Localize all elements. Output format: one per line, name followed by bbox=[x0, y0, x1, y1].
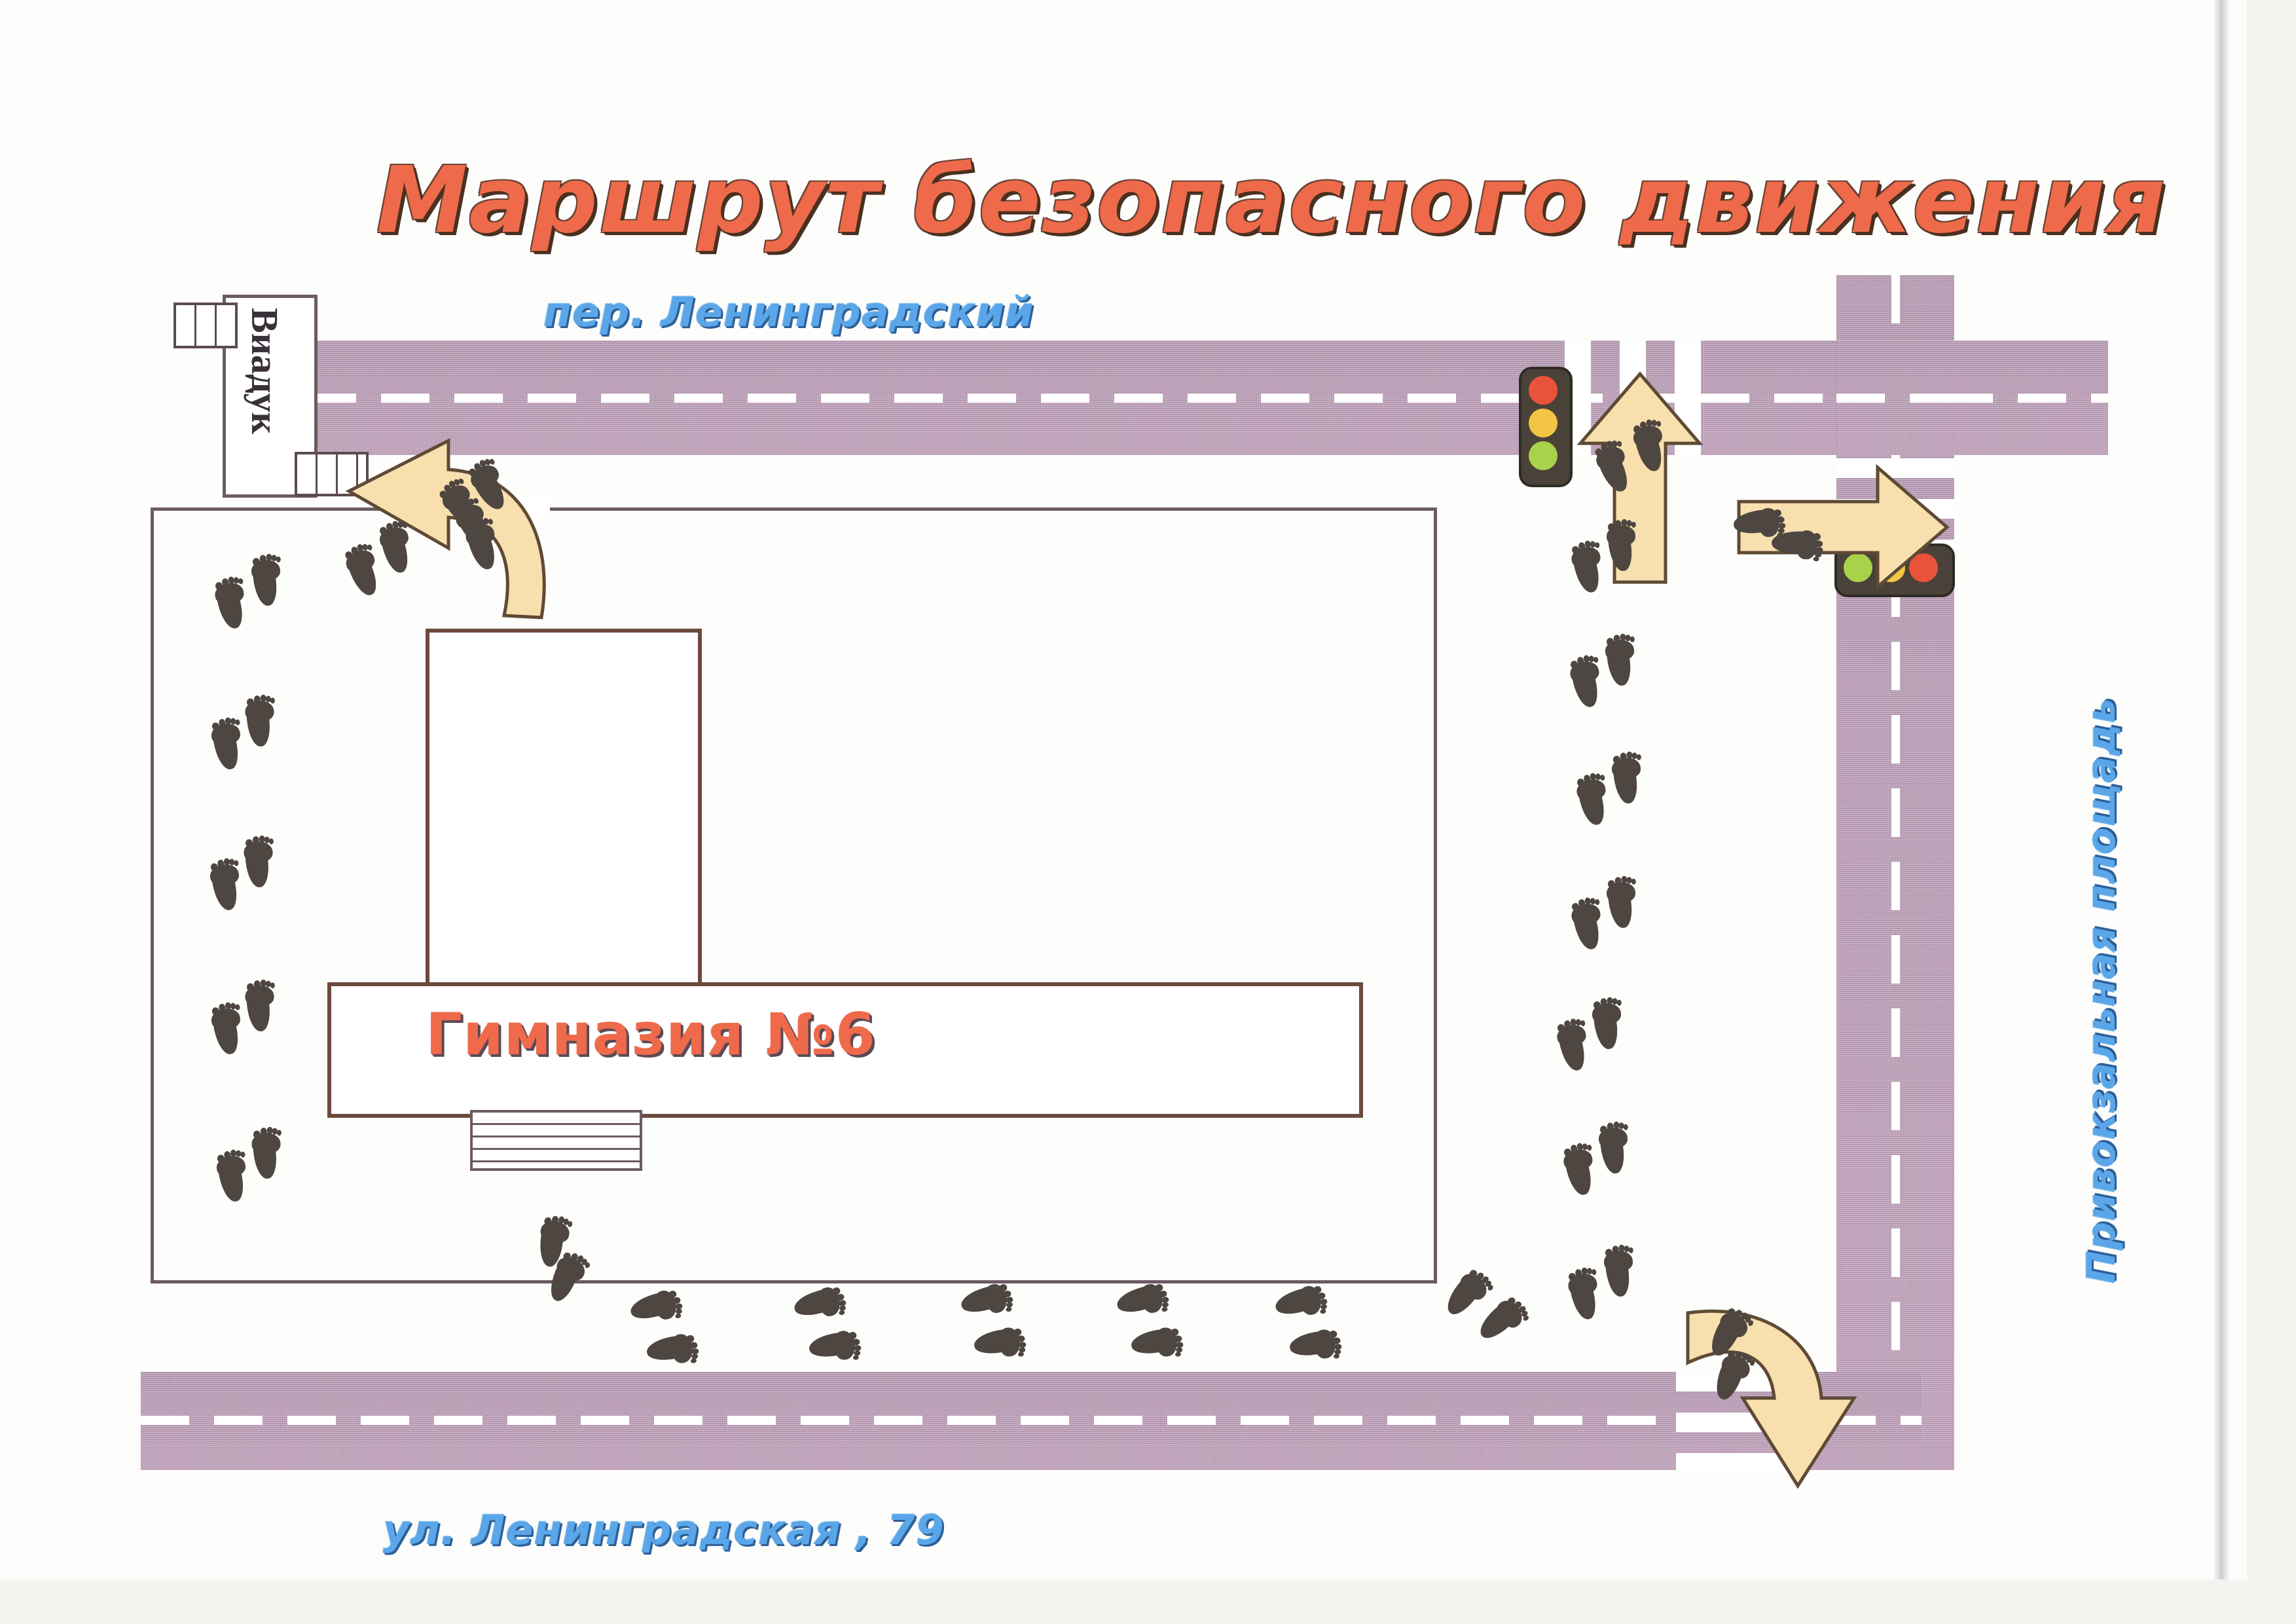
viaduct-label: Виадук bbox=[244, 308, 286, 434]
paper-right-edge bbox=[2247, 0, 2296, 1624]
street-label-top: пер. Ленинградский bbox=[543, 288, 1034, 336]
road-bottom-centerline bbox=[141, 1416, 1922, 1425]
school-label: Гимназия №6 bbox=[426, 1001, 876, 1068]
footprint-right bbox=[1572, 770, 1615, 830]
footprint-bottom bbox=[1286, 1326, 1344, 1365]
traffic-light-vertical bbox=[1519, 367, 1573, 487]
footprint-bottom bbox=[1270, 1281, 1331, 1325]
footprint-right bbox=[1595, 1120, 1633, 1177]
page-title: Маршрут безопасного движения bbox=[376, 147, 2167, 254]
paper-bottom-edge bbox=[0, 1579, 2296, 1624]
footprint-left bbox=[249, 1126, 285, 1182]
traffic-light-lamp-yellow bbox=[1529, 409, 1558, 437]
footprint-right bbox=[1589, 995, 1627, 1052]
traffic-light-lamp-green-2 bbox=[1844, 553, 1872, 582]
scan-crease bbox=[2213, 0, 2230, 1624]
footprint-right bbox=[1609, 750, 1647, 807]
traffic-light-lamp-red bbox=[1529, 376, 1558, 405]
footprint-bottom bbox=[1127, 1324, 1186, 1363]
street-label-right: Привокзальная площадь bbox=[2079, 697, 2124, 1283]
school-entrance-steps bbox=[470, 1110, 642, 1171]
footprint-right bbox=[1565, 652, 1609, 712]
footprint-on-arrow-right bbox=[1768, 526, 1825, 564]
footprint-right bbox=[1602, 632, 1640, 689]
intersection-centerline bbox=[1836, 394, 1954, 403]
traffic-light-lamp-green bbox=[1529, 441, 1558, 470]
footprint-right bbox=[1601, 1243, 1639, 1300]
footprint-bottom bbox=[625, 1285, 686, 1330]
footprint-bottom bbox=[805, 1327, 864, 1367]
footprint-right bbox=[1563, 1264, 1607, 1325]
footprint-right bbox=[1552, 1016, 1595, 1076]
footprint-left bbox=[243, 693, 279, 750]
street-label-bottom: ул. Ленинградская , 79 bbox=[383, 1506, 945, 1554]
school-grounds-boundary bbox=[151, 507, 1437, 1283]
traffic-light-lamp-red-2 bbox=[1909, 553, 1938, 582]
footprint-left bbox=[242, 834, 278, 891]
footprint-bottom bbox=[643, 1331, 701, 1370]
road-top-right-centerline bbox=[1944, 394, 2108, 403]
footprint-right bbox=[1603, 517, 1641, 574]
footprint-left bbox=[243, 978, 279, 1035]
footprint-right bbox=[1567, 895, 1610, 955]
footprint-bottom bbox=[956, 1279, 1017, 1323]
arrow-cross-top-icon bbox=[1576, 370, 1704, 586]
footprint-right bbox=[1603, 874, 1641, 931]
school-building-join-mask bbox=[430, 987, 689, 1106]
road-top-centerline bbox=[308, 394, 1850, 403]
footprint-bottom bbox=[789, 1282, 850, 1327]
footprint-left bbox=[248, 552, 286, 609]
footprint-right bbox=[1559, 1140, 1602, 1200]
viaduct-stairs-upper bbox=[173, 303, 238, 348]
footprint-bottom bbox=[970, 1324, 1029, 1363]
footprint-bottom bbox=[1112, 1279, 1173, 1323]
